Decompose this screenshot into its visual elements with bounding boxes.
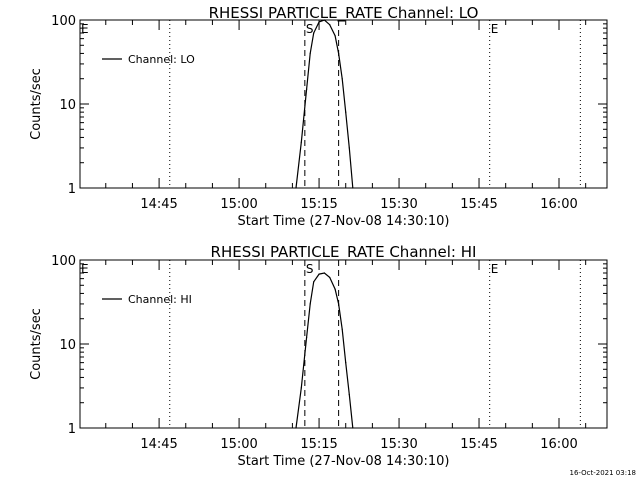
x-axis-label: Start Time (27-Nov-08 14:30:10) [238, 214, 450, 229]
data-point [341, 328, 343, 330]
x-tick-label: 15:45 [460, 197, 497, 212]
data-point [309, 52, 311, 55]
data-point [313, 32, 315, 34]
y-tick-label: 100 [51, 14, 76, 29]
marker-label: E [81, 22, 89, 36]
data-series-line [295, 272, 354, 429]
data-point [334, 35, 336, 37]
y-tick-label: 10 [59, 338, 76, 353]
x-tick-label: 15:30 [380, 197, 417, 212]
y-axis-label: Counts/sec [29, 68, 44, 140]
data-point [295, 187, 297, 189]
data-point [329, 24, 331, 26]
y-tick-label: 10 [59, 98, 76, 113]
data-point [313, 281, 315, 283]
data-point [309, 303, 311, 305]
data-point [329, 276, 331, 279]
x-tick-label: 16:00 [540, 197, 577, 212]
marker-label: E [491, 262, 499, 276]
data-point [338, 52, 340, 55]
x-tick-label: 15:15 [300, 197, 337, 212]
y-axis-label: Counts/sec [29, 308, 44, 380]
x-tick-label: 14:45 [140, 197, 177, 212]
marker-label: E [491, 22, 499, 36]
chart-title: RHESSI PARTICLE_RATE Channel: LO [209, 4, 479, 23]
x-axis-label: Start Time (27-Nov-08 14:30:10) [238, 454, 450, 469]
data-point [295, 427, 297, 429]
data-series-line [295, 19, 354, 189]
x-tick-label: 15:15 [300, 437, 337, 452]
x-tick-label: 15:30 [380, 437, 417, 452]
data-point [345, 111, 347, 113]
marker-label: S [306, 262, 314, 276]
chart-panel-hi: RHESSI PARTICLE_RATE Channel: HI 1 10 100 Co… [29, 243, 608, 469]
marker-label: S [306, 22, 314, 36]
chart-title: RHESSI PARTICLE_RATE Channel: HI [211, 243, 477, 262]
x-tick-label: 15:00 [220, 197, 257, 212]
x-tick-label: 15:00 [220, 437, 257, 452]
y-tick-label: 100 [51, 254, 76, 269]
data-point [345, 362, 347, 364]
data-point [341, 78, 343, 80]
footer-timestamp-text: 16-Oct-2021 03:18 [570, 469, 636, 477]
plot-frame [79, 19, 608, 189]
data-point [306, 336, 308, 338]
data-point [323, 19, 325, 21]
x-tick-label: 14:45 [140, 437, 177, 452]
x-tick-label: 16:00 [540, 437, 577, 452]
legend-entry: Channel: HI [128, 293, 192, 306]
data-point [334, 288, 336, 290]
data-point [300, 387, 302, 389]
data-point [323, 272, 325, 274]
data-point [352, 427, 354, 429]
data-point [338, 303, 340, 305]
data-point [348, 147, 350, 149]
data-point [318, 21, 320, 23]
y-tick-label: 1 [68, 182, 76, 197]
data-point [352, 187, 354, 189]
marker-label: E [81, 262, 89, 276]
y-tick-label: 1 [68, 422, 76, 437]
data-point [306, 88, 308, 90]
legend-entry: Channel: LO [128, 53, 195, 66]
data-point [300, 141, 302, 143]
chart-panel-lo: RHESSI PARTICLE_RATE Channel: LO 1 10 100 Co… [29, 4, 608, 229]
data-point [318, 273, 320, 275]
data-point [348, 393, 350, 396]
x-tick-label: 15:45 [460, 437, 497, 452]
